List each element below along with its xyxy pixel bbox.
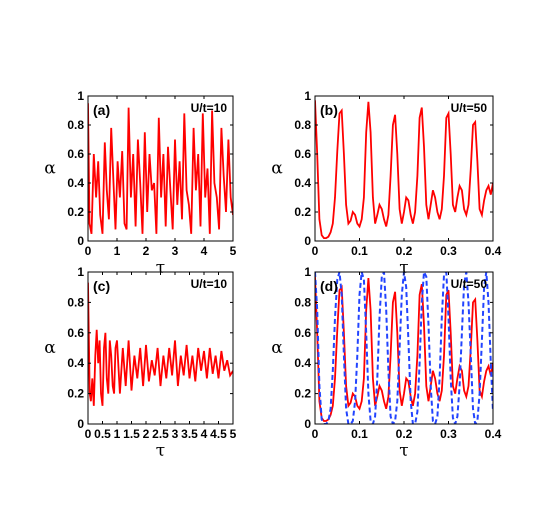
x-axis-label: τ: [399, 441, 408, 461]
panel-b: 0 0.1 0.2 0.3 0.4 0 0.2 0.4 0.6 0.8 1 τ α (b) U/t=50: [271, 89, 501, 278]
y-tick-label: 0.8: [294, 118, 311, 132]
y-tick-label: 0.2: [67, 387, 84, 401]
y-tick-label: 0.2: [294, 205, 311, 219]
x-tick-label: 3: [172, 427, 179, 441]
y-axis-label: α: [271, 159, 283, 179]
x-tick-label: 2.5: [152, 427, 169, 441]
y-tick-label: 0: [304, 234, 311, 248]
x-tick-label: 1: [114, 427, 121, 441]
x-tick-label: 3: [172, 244, 179, 258]
panel-annotation: U/t=10: [191, 101, 228, 115]
x-tick-label: 0: [85, 244, 92, 258]
y-tick-label: 1: [77, 89, 84, 103]
panel-d: 0 0.1 0.2 0.3 0.4 0 0.2 0.4 0.6 0.8 1 τ α (d) U/t=50: [271, 265, 501, 461]
x-tick-label: 4: [201, 427, 208, 441]
panel-annotation: U/t=10: [191, 277, 228, 291]
y-tick-label: 1: [304, 265, 311, 279]
series-line-1: [88, 103, 233, 234]
y-tick-label: 0: [304, 417, 311, 431]
y-tick-label: 1: [304, 89, 311, 103]
series-line-2: [315, 272, 493, 424]
y-axis-label: α: [44, 159, 56, 179]
y-tick-label: 0.4: [67, 356, 84, 370]
x-tick-label: 2: [143, 244, 150, 258]
y-tick-label: 0.6: [67, 326, 84, 340]
x-tick-label: 1: [114, 244, 121, 258]
y-tick-label: 0.2: [294, 387, 311, 401]
y-tick-label: 0.6: [294, 147, 311, 161]
x-tick-label: 0.3: [440, 244, 457, 258]
y-tick-label: 0.6: [294, 326, 311, 340]
y-tick-label: 0: [77, 234, 84, 248]
x-tick-label: 0.3: [440, 427, 457, 441]
y-axis-label: α: [271, 338, 283, 358]
y-tick-label: 0.4: [294, 356, 311, 370]
x-tick-label: 0: [85, 427, 92, 441]
x-tick-label: 0.4: [485, 427, 502, 441]
x-tick-label: 0.5: [94, 427, 111, 441]
panel-label: (b): [320, 102, 338, 118]
x-tick-label: 0: [312, 427, 319, 441]
x-tick-label: 3.5: [181, 427, 198, 441]
x-tick-label: 1.5: [123, 427, 140, 441]
series-line-1: [315, 100, 493, 240]
x-tick-label: 0.1: [351, 427, 368, 441]
x-axis-label: τ: [399, 258, 408, 278]
y-tick-label: 0: [77, 417, 84, 431]
series-line-1: [315, 276, 493, 422]
y-tick-label: 0.8: [67, 295, 84, 309]
x-tick-label: 5: [230, 244, 237, 258]
panel-c: 0 0.5 1 1.5 2 2.5 3 3.5 4 4.5 500.20.40.60.81τα(c)…: [44, 265, 236, 461]
x-tick-label: 0.2: [396, 427, 413, 441]
panel-label: (d): [320, 278, 338, 294]
panel-label: (a): [93, 102, 110, 118]
x-axis-label: τ: [156, 258, 165, 278]
y-tick-label: 0.8: [294, 295, 311, 309]
panel-annotation: U/t=50: [451, 277, 488, 291]
y-tick-label: 0.4: [67, 176, 84, 190]
panel-annotation: U/t=50: [451, 101, 488, 115]
y-tick-label: 0.4: [294, 176, 311, 190]
x-tick-label: 4.5: [210, 427, 227, 441]
x-tick-label: 2: [143, 427, 150, 441]
y-axis-label: α: [44, 338, 56, 358]
y-tick-label: 1: [77, 265, 84, 279]
y-tick-label: 0.8: [67, 118, 84, 132]
x-tick-label: 0.4: [485, 244, 502, 258]
x-tick-label: 0.2: [396, 244, 413, 258]
x-tick-label: 4: [201, 244, 208, 258]
plot-frame: [87, 95, 234, 242]
x-tick-label: 0: [312, 244, 319, 258]
x-tick-label: 5: [230, 427, 237, 441]
y-tick-label: 0.2: [67, 205, 84, 219]
x-tick-label: 0.1: [351, 244, 368, 258]
x-axis-label: τ: [156, 441, 165, 461]
series-line-1: [88, 282, 233, 406]
panel-label: (c): [93, 278, 110, 294]
y-tick-label: 0.6: [67, 147, 84, 161]
